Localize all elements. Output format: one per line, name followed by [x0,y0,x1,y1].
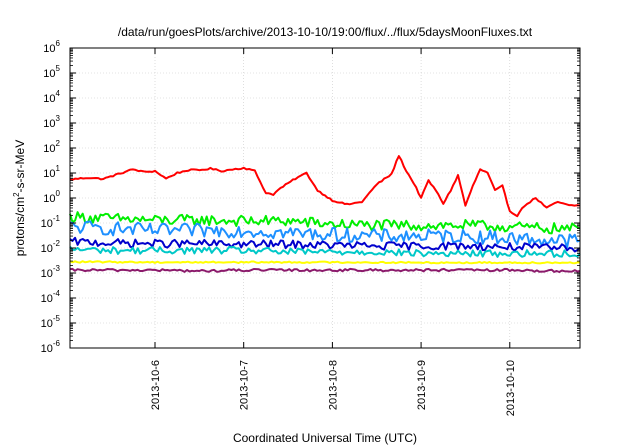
y-tick-base: 10 [41,268,53,280]
chart-title: /data/run/goesPlots/archive/2013-10-10/1… [118,25,533,39]
y-tick-label: 10-4 [41,289,61,305]
y-tick-exp: -4 [53,289,61,298]
y-tick-base: 10 [43,193,55,205]
y-tick-label: 104 [43,89,60,105]
y-tick-base: 10 [43,93,55,105]
y-tick-base: 10 [43,143,55,155]
x-axis-ticks: 2013-10-6 2013-10-7 2013-10-8 2013-10-9 2013… [150,48,517,416]
y-tick-exp: 3 [56,114,61,123]
y-tick-base: 10 [41,243,53,255]
y-tick-label: 10-1 [41,214,61,230]
y-tick-base: 10 [41,343,53,355]
y-axis-ticks: 10-610-510-410-310-210-11001011021031041… [41,39,580,355]
x-tick-label: 2013-10-7 [239,360,251,410]
y-axis-label-sup: 2 [12,192,21,197]
y-tick-exp: -6 [53,339,61,348]
y-tick-label: 10-2 [41,239,61,255]
y-tick-base: 10 [41,293,53,305]
y-tick-exp: -3 [53,264,61,273]
y-tick-exp: 6 [56,39,61,48]
y-axis-label: protons/cm2-s-sr-MeV [12,140,27,256]
y-tick-base: 10 [43,168,55,180]
x-tick-label: 2013-10-9 [416,360,428,410]
y-tick-label: 106 [43,39,60,55]
y-tick-base: 10 [43,68,55,80]
series-line-4 [69,245,581,258]
series-line-6 [69,267,581,273]
y-tick-exp: -1 [53,214,61,223]
y-tick-label: 10-5 [41,314,61,330]
y-tick-base: 10 [43,43,55,55]
y-tick-exp: 2 [56,139,61,148]
x-tick-label: 2013-10-8 [327,360,339,410]
x-axis-label: Coordinated Universal Time (UTC) [233,431,417,445]
series-line-3 [69,236,581,253]
y-tick-base: 10 [43,118,55,130]
y-tick-exp: 1 [56,164,61,173]
x-tick-label: 2013-10-10 [505,360,517,416]
y-axis-label-suffix: -s-sr-MeV [13,140,27,193]
y-tick-base: 10 [41,318,53,330]
y-tick-label: 10-6 [41,339,61,355]
y-tick-label: 102 [43,139,60,155]
y-tick-label: 100 [43,189,60,205]
y-tick-base: 10 [41,218,53,230]
y-tick-exp: 0 [56,189,61,198]
series-group [69,155,581,273]
y-tick-label: 10-3 [41,264,61,280]
series-line-2 [69,220,581,249]
x-tick-label: 2013-10-6 [150,360,162,410]
y-tick-exp: -2 [53,239,61,248]
y-tick-label: 101 [43,164,60,180]
series-line-5 [69,260,581,265]
y-axis-label-prefix: protons/cm [13,197,27,256]
series-line-1 [69,211,581,235]
series-line-0 [69,155,581,218]
y-tick-exp: -5 [53,314,61,323]
y-tick-exp: 4 [56,89,61,98]
y-tick-label: 105 [43,64,60,80]
grid [70,48,580,348]
y-tick-label: 103 [43,114,60,130]
y-tick-exp: 5 [56,64,61,73]
